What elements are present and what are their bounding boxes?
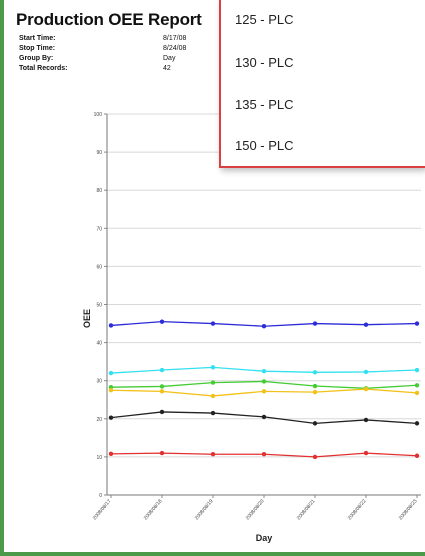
y-tick-label: 80 xyxy=(96,188,102,194)
dropdown-item-150-plc[interactable]: 150 - PLC xyxy=(235,138,294,153)
data-point xyxy=(312,370,318,375)
data-point xyxy=(108,370,114,376)
y-tick-label: 90 xyxy=(96,150,102,156)
data-point xyxy=(210,380,216,385)
y-tick-label: 100 xyxy=(94,112,103,118)
meta-label: Group By: xyxy=(19,55,54,62)
data-point xyxy=(363,322,369,327)
x-tick-label: 2008/08/19 xyxy=(194,498,215,521)
y-tick-label: 60 xyxy=(96,264,102,270)
data-point xyxy=(312,454,318,460)
data-point xyxy=(108,415,114,420)
dropdown-item-130-plc[interactable]: 130 - PLC xyxy=(235,55,294,70)
y-tick-label: 50 xyxy=(96,303,102,309)
data-point xyxy=(210,365,216,370)
data-point xyxy=(159,409,165,415)
data-point xyxy=(261,389,267,394)
data-point xyxy=(363,369,369,375)
data-point xyxy=(363,386,369,392)
y-tick-label: 40 xyxy=(96,341,102,347)
meta-group-by: Group By: Day xyxy=(19,54,219,64)
data-point xyxy=(108,323,114,328)
x-tick-label: 2008/08/22 xyxy=(347,498,368,521)
data-point xyxy=(261,324,267,329)
data-point xyxy=(159,367,165,373)
x-tick-label: 2008/08/21 xyxy=(296,498,317,521)
data-point xyxy=(261,452,267,457)
meta-label: Total Records: xyxy=(19,65,68,72)
plc-dropdown-menu: 125 - PLC 130 - PLC 135 - PLC 150 - PLC xyxy=(219,0,425,168)
data-point xyxy=(210,452,216,457)
data-point xyxy=(414,367,420,373)
meta-label: Start Time: xyxy=(19,35,56,42)
data-point xyxy=(312,389,318,395)
x-tick-label: 2008/08/18 xyxy=(143,498,164,521)
data-point xyxy=(414,321,420,326)
data-point xyxy=(312,383,318,389)
meta-value: Day xyxy=(163,55,176,62)
report-title: Production OEE Report xyxy=(16,10,202,29)
data-point xyxy=(414,421,420,426)
data-point xyxy=(159,450,165,456)
data-point xyxy=(108,384,114,390)
y-tick-label: 30 xyxy=(96,379,102,385)
x-tick-label: 2008/08/20 xyxy=(245,498,266,521)
data-point xyxy=(312,421,318,426)
report-meta: Start Time: 8/17/08 Stop Time: 8/24/08 G… xyxy=(19,34,219,74)
data-point xyxy=(210,410,216,416)
meta-stop-time: Stop Time: 8/24/08 xyxy=(19,44,219,54)
meta-value: 8/17/08 xyxy=(163,35,187,42)
data-point xyxy=(159,384,165,389)
meta-value: 8/24/08 xyxy=(163,45,187,52)
meta-value: 42 xyxy=(163,65,171,72)
data-point xyxy=(210,393,216,399)
dropdown-item-135-plc[interactable]: 135 - PLC xyxy=(235,97,294,112)
x-axis-label: Day xyxy=(256,533,273,543)
data-point xyxy=(210,321,216,326)
data-point xyxy=(312,321,318,326)
data-point xyxy=(108,451,114,457)
data-point xyxy=(363,450,369,456)
data-point xyxy=(414,453,420,458)
x-tick-label: 2008/08/17 xyxy=(92,498,113,521)
y-tick-label: 0 xyxy=(99,493,102,499)
dropdown-item-125-plc[interactable]: 125 - PLC xyxy=(235,12,294,27)
data-point xyxy=(261,379,267,384)
data-point xyxy=(414,383,420,388)
data-point xyxy=(159,389,165,394)
x-tick-label: 2008/08/23 xyxy=(398,498,419,521)
data-point xyxy=(414,390,420,396)
data-point xyxy=(159,319,165,324)
y-axis-label: OEE xyxy=(82,309,92,328)
y-tick-label: 20 xyxy=(96,417,102,423)
data-point xyxy=(108,388,114,393)
data-point xyxy=(261,414,267,420)
y-tick-label: 70 xyxy=(96,226,102,232)
meta-total-records: Total Records: 42 xyxy=(19,64,219,74)
meta-label: Stop Time: xyxy=(19,45,56,52)
data-point xyxy=(363,417,369,423)
y-tick-label: 10 xyxy=(96,455,102,461)
data-point xyxy=(261,368,267,374)
meta-start-time: Start Time: 8/17/08 xyxy=(19,34,219,44)
